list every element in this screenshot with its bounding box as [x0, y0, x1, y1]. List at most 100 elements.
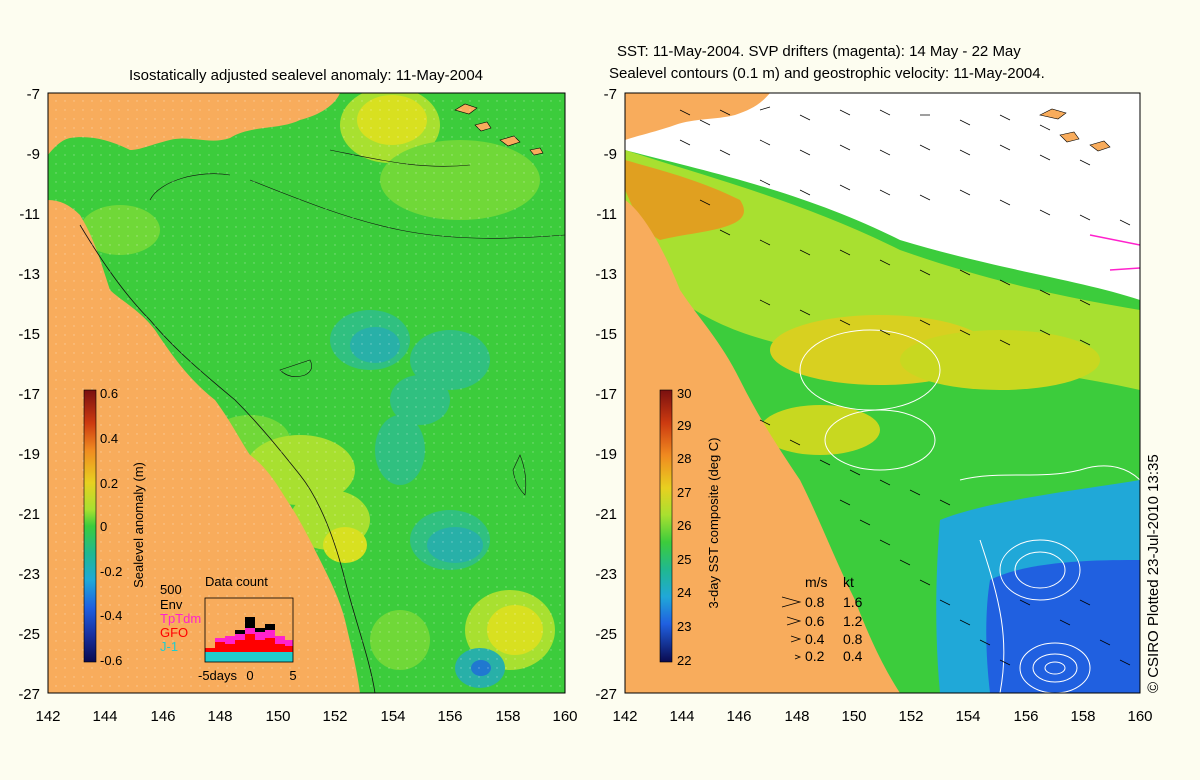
right-map-frame [624, 92, 1141, 694]
inset-x-tick: 0 [246, 668, 253, 683]
left-map [48, 93, 565, 693]
velocity-legend-kt: 0.8 [843, 631, 863, 647]
right-colorbar-label: 3-day SST composite (deg C) [706, 438, 721, 609]
right-colorbar-tick: 24 [677, 585, 691, 600]
left-y-tick: -25 [18, 626, 40, 643]
left-y-tick: -7 [27, 86, 40, 103]
left-x-tick: 144 [92, 708, 117, 725]
inset-bars [205, 617, 293, 662]
inset-max-label: 500 [160, 582, 182, 597]
left-colorbar-tick: 0.2 [100, 476, 118, 491]
right-title-line2: Sealevel contours (0.1 m) and geostrophi… [609, 65, 1045, 82]
left-colorbar-tick: 0.4 [100, 431, 118, 446]
right-x-tick: 160 [1127, 708, 1152, 725]
right-title-line1: SST: 11-May-2004. SVP drifters (magenta)… [617, 43, 1021, 60]
inset-legend-tptdm: TpTdm [160, 611, 201, 626]
left-y-tick: -23 [18, 566, 40, 583]
right-x-tick: 152 [898, 708, 923, 725]
velocity-arrows [679, 106, 1131, 666]
left-y-tick: -27 [18, 686, 40, 703]
velocity-legend-ms: 0.6 [805, 613, 825, 629]
right-x-tick: 142 [612, 708, 637, 725]
left-y-tick: -13 [18, 266, 40, 283]
velocity-legend-kt: 1.6 [843, 594, 863, 610]
right-y-tick: -21 [595, 506, 617, 523]
right-y-tick: -25 [595, 626, 617, 643]
right-x-tick: 156 [1013, 708, 1038, 725]
left-x-tick: 142 [35, 708, 60, 725]
right-x-axis: 142 144 146 148 150 152 154 156 158 160 [612, 708, 1152, 725]
left-colorbar-tick: 0 [100, 519, 107, 534]
left-colorbar-tick: -0.2 [100, 564, 122, 579]
inset-legend-env: Env [160, 597, 183, 612]
left-colorbar-tick: -0.6 [100, 653, 122, 668]
right-colorbar-tick: 26 [677, 518, 691, 533]
right-y-tick: -7 [604, 86, 617, 103]
data-count-inset: 500 Data count Env TpTdm GFO J-1 -5days … [160, 574, 297, 683]
velocity-arrow-icon [786, 616, 802, 626]
right-y-tick: -19 [595, 446, 617, 463]
right-y-tick: -11 [596, 206, 617, 223]
left-map-frame [47, 92, 566, 694]
left-x-tick: 148 [207, 708, 232, 725]
left-colorbar-tick: 0.6 [100, 386, 118, 401]
right-colorbar-tick: 23 [677, 619, 691, 634]
right-colorbar-tick: 28 [677, 451, 691, 466]
velocity-legend-ms: 0.4 [805, 631, 825, 647]
velocity-legend-header-kt: kt [843, 574, 854, 590]
right-y-tick: -27 [595, 686, 617, 703]
left-colorbar-scale [83, 389, 97, 663]
left-y-tick: -19 [18, 446, 40, 463]
right-y-tick: -13 [595, 266, 617, 283]
credit-text: © CSIRO Plotted 23-Jul-2010 13:35 [1145, 454, 1162, 693]
right-colorbar-tick: 27 [677, 485, 691, 500]
new-guinea-land-right [625, 93, 770, 140]
left-title: Isostatically adjusted sealevel anomaly:… [129, 67, 483, 84]
right-x-tick: 150 [841, 708, 866, 725]
left-colorbar-label: Sealevel anomaly (m) [131, 462, 146, 588]
velocity-legend: m/s kt 0.8 1.6 0.6 1.2 0.4 0.8 0.2 0.4 [781, 574, 863, 664]
right-colorbar-tick: 22 [677, 653, 691, 668]
left-colorbar: 0.6 0.4 0.2 0 -0.2 -0.4 -0.6 Sealevel an… [83, 386, 146, 668]
right-colorbar-tick: 30 [677, 386, 691, 401]
right-x-tick: 144 [669, 708, 694, 725]
velocity-arrow-icon [790, 635, 802, 643]
inset-title: Data count [205, 574, 268, 589]
left-x-tick: 156 [437, 708, 462, 725]
left-y-tick: -9 [27, 146, 40, 163]
velocity-legend-ms: 0.8 [805, 594, 825, 610]
inset-x-tick: 5 [289, 668, 296, 683]
left-y-tick: -11 [19, 206, 40, 223]
left-x-tick: 154 [380, 708, 405, 725]
right-y-tick: -15 [595, 326, 617, 343]
right-y-axis: -7 -9 -11 -13 -15 -17 -19 -21 -23 -25 -2… [595, 86, 617, 703]
right-x-tick: 158 [1070, 708, 1095, 725]
left-y-tick: -21 [18, 506, 40, 523]
australia-land-right [625, 200, 900, 693]
right-y-tick: -23 [595, 566, 617, 583]
right-y-tick: -17 [595, 386, 617, 403]
velocity-arrow-icon [794, 654, 802, 660]
left-x-tick: 146 [150, 708, 175, 725]
inset-legend-j1: J-1 [160, 639, 178, 654]
velocity-legend-kt: 0.4 [843, 648, 863, 664]
right-colorbar-tick: 29 [677, 418, 691, 433]
velocity-legend-kt: 1.2 [843, 613, 863, 629]
inset-legend-gfo: GFO [160, 625, 188, 640]
left-x-tick: 152 [322, 708, 347, 725]
inset-x-tick: -5days [198, 668, 238, 683]
left-x-tick: 160 [552, 708, 577, 725]
left-x-tick: 158 [495, 708, 520, 725]
right-colorbar-scale [659, 389, 673, 663]
right-y-tick: -9 [604, 146, 617, 163]
right-x-tick: 146 [726, 708, 751, 725]
velocity-legend-header-ms: m/s [805, 574, 828, 590]
velocity-arrow-icon [781, 596, 802, 608]
left-colorbar-tick: -0.4 [100, 608, 122, 623]
left-y-axis: -7 -9 -11 -13 -15 -17 -19 -21 -23 -25 -2… [18, 86, 40, 703]
right-colorbar-tick: 25 [677, 552, 691, 567]
right-colorbar: 30 29 28 27 26 25 24 23 22 3-day SST com… [659, 386, 721, 668]
left-x-axis: 142 144 146 148 150 152 154 156 158 160 [35, 708, 577, 725]
left-y-tick: -15 [18, 326, 40, 343]
